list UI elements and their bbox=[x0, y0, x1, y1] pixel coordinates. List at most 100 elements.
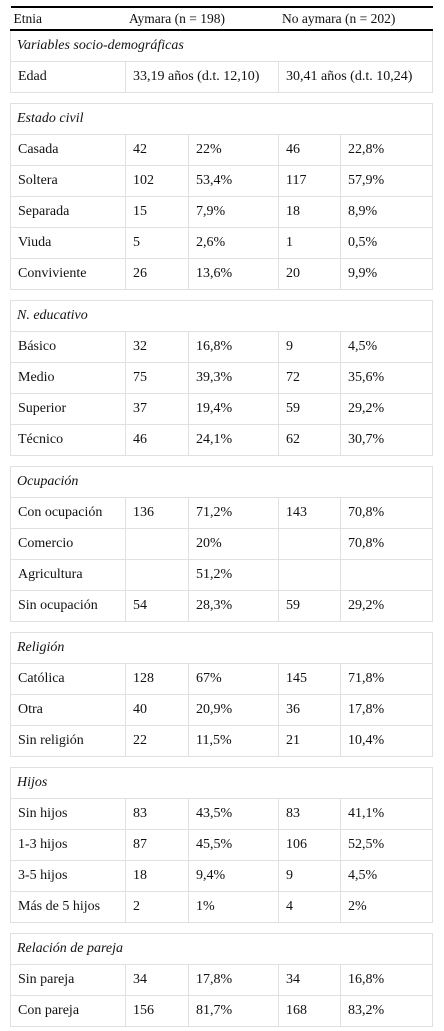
data-row: Soltera 102 53,4% 117 57,9% bbox=[10, 165, 434, 197]
spacer-row bbox=[10, 92, 433, 104]
data-cell: 117 bbox=[278, 165, 342, 197]
data-row: Básico 32 16,8% 9 4,5% bbox=[10, 331, 434, 363]
data-cell: 71,8% bbox=[340, 663, 434, 695]
row-label: Más de 5 hijos bbox=[10, 891, 126, 923]
table-body: Variables socio-demográficas Edad 33,19 añ… bbox=[9, 29, 434, 1027]
data-cell: 59 bbox=[278, 590, 342, 622]
row-label: Con pareja bbox=[10, 995, 126, 1027]
table-header: Etnia Aymara (n = 198) No aymara (n = 20… bbox=[10, 6, 433, 31]
data-cell: 30,7% bbox=[340, 424, 434, 456]
data-cell bbox=[340, 559, 434, 591]
data-cell: 136 bbox=[125, 497, 189, 529]
data-row: Más de 5 hijos 2 1% 4 2% bbox=[10, 891, 434, 923]
section-title: Hijos bbox=[9, 767, 434, 799]
row-label: Con ocupación bbox=[10, 497, 126, 529]
data-row: Agricultura 51,2% bbox=[10, 559, 434, 591]
section-row: N. educativo bbox=[9, 300, 434, 332]
data-row: Sin religión 22 11,5% 21 10,4% bbox=[10, 725, 434, 757]
data-cell: 9,9% bbox=[340, 258, 434, 290]
data-row: Sin hijos 83 43,5% 83 41,1% bbox=[10, 798, 434, 830]
data-row: Separada 15 7,9% 18 8,9% bbox=[10, 196, 434, 228]
data-table: Etnia Aymara (n = 198) No aymara (n = 20… bbox=[9, 6, 434, 1027]
data-cell: 128 bbox=[125, 663, 189, 695]
data-cell: 18 bbox=[125, 860, 189, 892]
row-label: Edad bbox=[10, 61, 126, 93]
data-cell: 21 bbox=[278, 725, 342, 757]
data-cell: 36 bbox=[278, 694, 342, 726]
data-row: Con pareja 156 81,7% 168 83,2% bbox=[10, 995, 434, 1027]
data-row: Con ocupación 136 71,2% 143 70,8% bbox=[10, 497, 434, 529]
section-title: Variables socio-demográficas bbox=[9, 29, 434, 62]
row-label: Separada bbox=[10, 196, 126, 228]
data-cell: 42 bbox=[125, 134, 189, 166]
header-cell: No aymara (n = 202) bbox=[278, 6, 433, 31]
data-cell: 0,5% bbox=[340, 227, 434, 259]
header-cell: Aymara (n = 198) bbox=[124, 6, 279, 31]
data-cell: 168 bbox=[278, 995, 342, 1027]
data-cell: 9,4% bbox=[187, 860, 280, 892]
data-cell: 4 bbox=[278, 891, 342, 923]
section-row: Religión bbox=[9, 632, 434, 664]
data-cell: 46 bbox=[125, 424, 189, 456]
data-row: Casada 42 22% 46 22,8% bbox=[10, 134, 434, 166]
data-cell: 17,8% bbox=[187, 964, 280, 996]
data-cell: 26 bbox=[125, 258, 189, 290]
data-cell: 28,3% bbox=[187, 590, 280, 622]
section-title: Religión bbox=[9, 632, 434, 664]
data-row: Comercio 20% 70,8% bbox=[10, 528, 434, 560]
section-row: Ocupación bbox=[9, 466, 434, 498]
data-cell: 143 bbox=[278, 497, 342, 529]
data-cell: 4,5% bbox=[340, 331, 434, 363]
header-row: Etnia Aymara (n = 198) No aymara (n = 20… bbox=[10, 6, 433, 31]
data-cell: 71,2% bbox=[187, 497, 280, 529]
data-cell: 83 bbox=[278, 798, 342, 830]
section-row: Hijos bbox=[9, 767, 434, 799]
data-row: Viuda 5 2,6% 1 0,5% bbox=[10, 227, 434, 259]
row-label: Superior bbox=[10, 393, 126, 425]
data-cell: 32 bbox=[125, 331, 189, 363]
data-cell: 53,4% bbox=[187, 165, 280, 197]
data-cell: 106 bbox=[278, 829, 342, 861]
data-cell: 46 bbox=[278, 134, 342, 166]
data-cell: 156 bbox=[125, 995, 189, 1027]
data-cell: 43,5% bbox=[187, 798, 280, 830]
data-cell: 15 bbox=[125, 196, 189, 228]
data-cell: 83 bbox=[125, 798, 189, 830]
data-cell: 24,1% bbox=[187, 424, 280, 456]
row-label: Viuda bbox=[10, 227, 126, 259]
row-label: Sin hijos bbox=[10, 798, 126, 830]
data-cell: 57,9% bbox=[340, 165, 434, 197]
data-cell: 39,3% bbox=[187, 362, 280, 394]
data-cell: 5 bbox=[125, 227, 189, 259]
data-cell: 22 bbox=[125, 725, 189, 757]
data-cell bbox=[125, 559, 189, 591]
data-cell: 20 bbox=[278, 258, 342, 290]
section-title: Ocupación bbox=[9, 466, 434, 498]
data-cell: 2% bbox=[340, 891, 434, 923]
section-row: Estado civil bbox=[9, 103, 434, 135]
row-label: 3-5 hijos bbox=[10, 860, 126, 892]
section-row: Relación de pareja bbox=[9, 933, 434, 965]
spacer-row bbox=[10, 455, 433, 467]
data-row: Sin pareja 34 17,8% 34 16,8% bbox=[10, 964, 434, 996]
data-cell: 1 bbox=[278, 227, 342, 259]
data-cell: 34 bbox=[278, 964, 342, 996]
data-cell: 41,1% bbox=[340, 798, 434, 830]
spacer-row bbox=[10, 289, 433, 301]
data-cell: 2,6% bbox=[187, 227, 280, 259]
row-label: Medio bbox=[10, 362, 126, 394]
data-cell bbox=[125, 528, 189, 560]
row-label: Comercio bbox=[10, 528, 126, 560]
spacer-row bbox=[10, 922, 433, 934]
data-cell: 54 bbox=[125, 590, 189, 622]
data-cell: 4,5% bbox=[340, 860, 434, 892]
data-cell: 35,6% bbox=[340, 362, 434, 394]
data-cell: 67% bbox=[187, 663, 280, 695]
data-row: Técnico 46 24,1% 62 30,7% bbox=[10, 424, 434, 456]
data-cell: 37 bbox=[125, 393, 189, 425]
data-cell: 1% bbox=[187, 891, 280, 923]
data-cell: 7,9% bbox=[187, 196, 280, 228]
data-cell: 29,2% bbox=[340, 393, 434, 425]
data-cell: 11,5% bbox=[187, 725, 280, 757]
